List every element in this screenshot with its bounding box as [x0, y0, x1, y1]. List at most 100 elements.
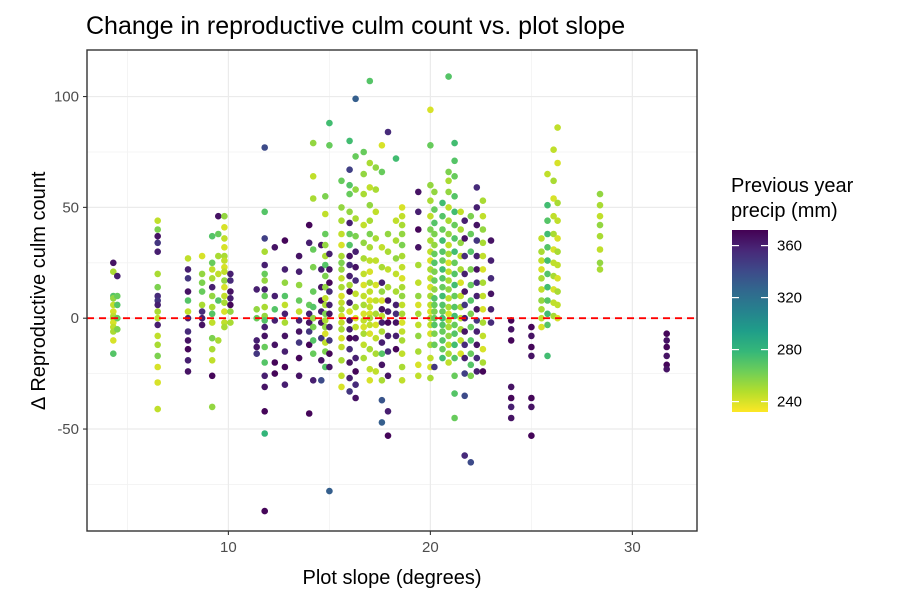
data-point — [378, 419, 386, 426]
data-point — [431, 314, 438, 322]
data-point — [544, 201, 551, 209]
data-point — [208, 259, 216, 267]
data-point — [378, 377, 386, 384]
data-point — [544, 352, 551, 360]
data-point — [398, 241, 406, 249]
data-point — [467, 323, 475, 331]
data-point — [415, 208, 422, 216]
data-point — [550, 230, 557, 238]
data-point — [271, 359, 279, 366]
data-point — [427, 142, 434, 149]
data-point — [439, 212, 446, 220]
data-point — [392, 270, 400, 278]
data-point — [338, 217, 345, 224]
data-point — [184, 255, 192, 262]
data-point — [445, 303, 452, 311]
data-point — [461, 252, 469, 260]
data-point — [415, 348, 422, 355]
data-point — [352, 368, 359, 375]
data-point — [221, 283, 228, 291]
data-point — [372, 208, 380, 216]
data-point — [439, 337, 446, 344]
data-point — [309, 139, 317, 147]
data-point — [554, 301, 561, 309]
data-point — [114, 326, 121, 333]
data-point — [326, 350, 333, 358]
data-point — [467, 212, 475, 220]
data-point — [198, 279, 206, 287]
data-point — [227, 277, 234, 284]
data-point — [398, 337, 406, 344]
data-point — [372, 186, 380, 193]
data-point — [154, 217, 161, 224]
data-point — [550, 177, 557, 185]
data-point — [473, 306, 481, 313]
data-point — [360, 292, 368, 300]
data-point — [261, 323, 269, 331]
data-point — [360, 310, 368, 318]
data-point — [398, 263, 406, 271]
data-point — [208, 372, 216, 380]
data-point — [507, 383, 515, 391]
data-point — [366, 230, 374, 238]
data-point — [431, 286, 438, 293]
x-axis-title: Plot slope (degrees) — [303, 567, 482, 589]
data-point — [366, 201, 374, 209]
data-point — [221, 292, 228, 300]
data-point — [439, 237, 446, 244]
data-point — [322, 230, 329, 238]
data-point — [384, 283, 392, 291]
data-point — [427, 197, 434, 204]
data-point — [261, 208, 269, 216]
data-point — [184, 266, 192, 273]
data-point — [295, 372, 303, 380]
data-point — [208, 292, 216, 300]
data-point — [445, 73, 452, 80]
data-point — [271, 370, 279, 377]
data-point — [538, 257, 545, 264]
data-point — [352, 263, 359, 271]
data-point — [352, 381, 359, 389]
data-point — [473, 252, 481, 260]
data-point — [227, 308, 234, 315]
data-point — [309, 288, 317, 295]
data-point — [346, 272, 353, 280]
data-point — [451, 193, 458, 200]
data-point — [366, 345, 374, 353]
data-point — [554, 261, 561, 269]
legend-ticks: 240 280 320 360 — [732, 238, 802, 411]
data-point — [208, 345, 216, 353]
data-point — [366, 365, 374, 373]
data-point — [384, 297, 392, 304]
data-point — [360, 341, 368, 349]
data-point — [221, 244, 228, 251]
data-point — [281, 266, 289, 273]
data-point — [208, 357, 216, 364]
data-point — [528, 394, 535, 402]
data-point — [271, 306, 279, 313]
data-point — [392, 255, 400, 262]
data-point — [198, 321, 206, 329]
data-point — [309, 173, 317, 180]
data-point — [384, 266, 392, 273]
data-point — [461, 392, 469, 400]
data-point — [487, 290, 495, 298]
data-point — [372, 257, 380, 264]
data-point — [544, 257, 551, 264]
data-point — [360, 323, 368, 331]
data-point — [596, 190, 604, 198]
data-point — [451, 292, 458, 300]
data-point — [439, 321, 446, 329]
data-point — [305, 319, 313, 326]
data-point — [154, 363, 161, 371]
data-point — [451, 372, 458, 380]
y-axis-title: ∆ Reproductive culm count — [28, 171, 50, 409]
data-point — [431, 250, 438, 258]
y-tick-label: 50 — [62, 199, 79, 216]
data-point — [415, 310, 422, 318]
data-point — [451, 208, 458, 216]
data-point — [596, 221, 604, 229]
data-point — [338, 357, 345, 364]
data-point — [445, 277, 452, 284]
data-point — [309, 303, 317, 311]
